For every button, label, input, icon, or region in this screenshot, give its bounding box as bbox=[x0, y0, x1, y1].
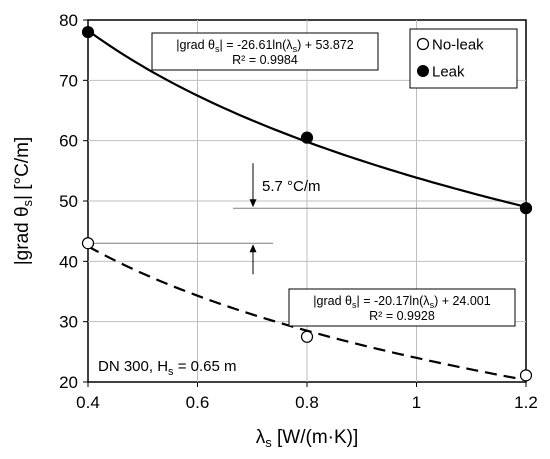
x-tick-label: 1 bbox=[412, 393, 421, 412]
difference-annotation-lines bbox=[94, 163, 520, 275]
equation-no-leak: |grad θs| = -20.17ln(λs) + 24.001 bbox=[313, 294, 490, 310]
r2-no-leak: R² = 0.9928 bbox=[369, 309, 435, 323]
y-tick-label: 40 bbox=[59, 252, 78, 271]
r2-leak: R² = 0.9984 bbox=[232, 53, 298, 67]
x-tick-label: 0.4 bbox=[76, 393, 100, 412]
legend-label-leak: Leak bbox=[432, 64, 465, 81]
data-point-leak bbox=[300, 131, 314, 144]
y-tick-label: 30 bbox=[59, 313, 78, 332]
arrow-up-head bbox=[249, 244, 257, 253]
legend: No-leak Leak bbox=[409, 28, 518, 89]
case-label: DN 300, Hs = 0.65 m bbox=[98, 358, 236, 378]
y-tick-label: 60 bbox=[59, 132, 78, 151]
arrow-down-head bbox=[249, 199, 257, 208]
equation-box-leak: |grad θs| = -26.61ln(λs) + 53.872 R² = 0… bbox=[151, 32, 379, 71]
difference-label: 5.7 °C/m bbox=[262, 178, 321, 195]
x-tick-label: 0.6 bbox=[186, 393, 210, 412]
x-axis-title: λs [W/(m·K)] bbox=[256, 427, 359, 450]
x-tick-label: 1.2 bbox=[514, 393, 538, 412]
equation-leak: |grad θs| = -26.61ln(λs) + 53.872 bbox=[176, 38, 353, 54]
legend-marker-no-leak bbox=[416, 37, 430, 51]
y-axis-ticks: 20 30 40 50 60 70 80 bbox=[59, 11, 88, 392]
x-tick-label: 0.8 bbox=[295, 393, 319, 412]
equation-box-no-leak: |grad θs| = -20.17ln(λs) + 24.001 R² = 0… bbox=[288, 288, 516, 327]
legend-label-no-leak: No-leak bbox=[432, 37, 484, 54]
data-point-no-leak bbox=[519, 369, 533, 382]
data-point-leak bbox=[81, 25, 95, 39]
y-tick-label: 80 bbox=[59, 11, 78, 30]
x-axis-ticks: 0.4 0.6 0.8 1 1.2 bbox=[76, 382, 538, 412]
y-tick-label: 50 bbox=[59, 192, 78, 211]
y-axis-title: |grad θs| [°C/m] bbox=[12, 137, 35, 266]
data-point-no-leak bbox=[300, 330, 314, 343]
data-points bbox=[81, 25, 533, 382]
data-point-no-leak bbox=[81, 237, 95, 250]
y-tick-label: 20 bbox=[59, 373, 78, 392]
legend-marker-leak bbox=[417, 65, 429, 77]
y-tick-label: 70 bbox=[59, 71, 78, 90]
data-point-leak bbox=[519, 202, 533, 215]
